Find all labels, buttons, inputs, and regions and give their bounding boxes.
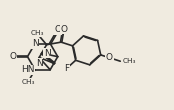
Text: N: N xyxy=(44,49,50,58)
Text: N: N xyxy=(36,59,43,68)
Text: O: O xyxy=(9,52,16,61)
Text: O: O xyxy=(54,25,61,34)
Text: O: O xyxy=(106,53,113,62)
Text: N: N xyxy=(32,39,38,48)
Text: HN: HN xyxy=(21,65,34,74)
Text: F: F xyxy=(65,63,70,72)
Text: CH₃: CH₃ xyxy=(21,79,35,85)
Text: CH₃: CH₃ xyxy=(123,58,136,64)
Text: O: O xyxy=(61,25,68,34)
Text: CH₃: CH₃ xyxy=(31,30,44,36)
